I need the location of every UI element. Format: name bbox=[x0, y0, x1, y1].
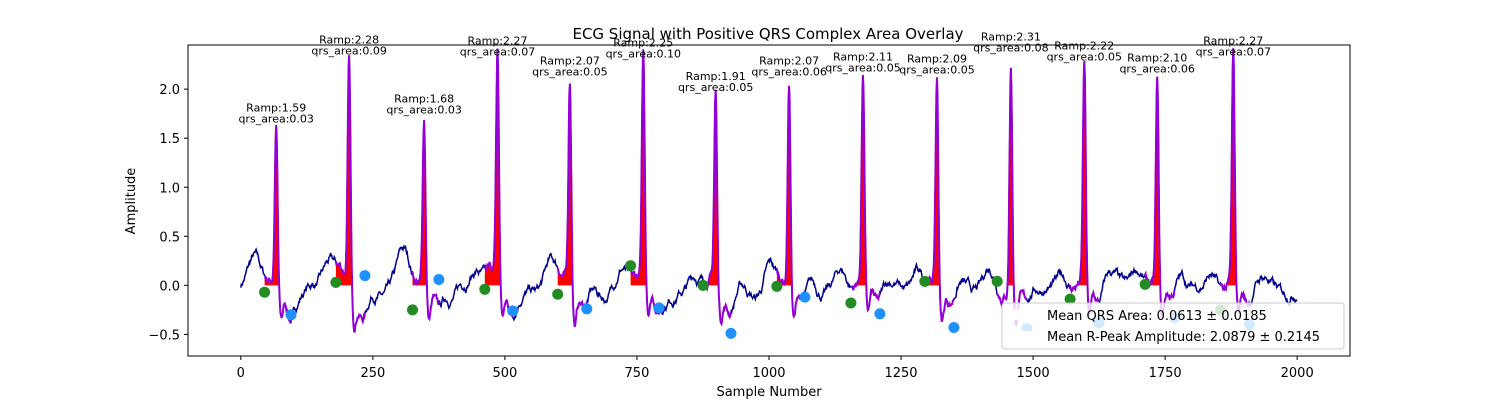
ramp-label: Ramp:2.22 bbox=[1054, 40, 1114, 53]
plot-area: Ramp:1.59qrs_area:0.03Ramp:2.28qrs_area:… bbox=[238, 31, 1298, 339]
qrs-offset-marker bbox=[725, 327, 737, 339]
y-tick-label: 2.0 bbox=[159, 83, 180, 98]
ramp-label: Ramp:2.25 bbox=[613, 37, 673, 50]
qrs-area-label: qrs_area:0.10 bbox=[606, 48, 681, 61]
ramp-label: Ramp:1.91 bbox=[686, 70, 746, 83]
legend-entry-qrs-area: Mean QRS Area: 0.0613 ± 0.0185 bbox=[1047, 309, 1267, 324]
qrs-segment-line bbox=[923, 77, 955, 322]
ramp-label: Ramp:1.59 bbox=[246, 101, 306, 114]
legend: Mean QRS Area: 0.0613 ± 0.0185 Mean R-Pe… bbox=[1001, 302, 1345, 350]
qrs-segment-line bbox=[334, 55, 366, 333]
qrs-segment-line bbox=[850, 74, 881, 313]
qrs-area-label: qrs_area:0.05 bbox=[1047, 51, 1122, 64]
chart-title: ECG Signal with Positive QRS Complex Are… bbox=[572, 25, 963, 43]
qrs-area-label: qrs_area:0.06 bbox=[751, 65, 826, 78]
qrs-onset-marker bbox=[771, 280, 783, 292]
qrs-onset-marker bbox=[1139, 278, 1151, 290]
qrs-segment-line bbox=[483, 48, 514, 318]
qrs-area-label: qrs_area:0.08 bbox=[973, 42, 1048, 55]
qrs-segment-line bbox=[1219, 48, 1251, 315]
ramp-label: Ramp:2.31 bbox=[981, 31, 1041, 44]
qrs-onset-marker bbox=[919, 275, 931, 287]
qrs-onset-marker bbox=[845, 297, 857, 309]
y-tick-label: −0.5 bbox=[148, 328, 180, 343]
x-tick-label: 750 bbox=[625, 366, 650, 381]
legend-box bbox=[1001, 302, 1345, 350]
qrs-onset-marker bbox=[1064, 293, 1076, 305]
qrs-area-label: qrs_area:0.07 bbox=[1196, 46, 1271, 59]
x-tick-label: 1000 bbox=[752, 366, 785, 381]
qrs-area-label: qrs_area:0.03 bbox=[386, 104, 461, 117]
x-tick-label: 1750 bbox=[1149, 366, 1182, 381]
ramp-label: Ramp:2.11 bbox=[833, 50, 893, 63]
y-tick-label: 1.5 bbox=[159, 132, 180, 147]
axes: 0 250 500 750 1000 1250 1500 1750 2000 −0.5 0.0 0.5… bbox=[148, 83, 1313, 381]
x-tick-label: 0 bbox=[237, 366, 245, 381]
x-tick-label: 1500 bbox=[1017, 366, 1050, 381]
legend-entry-r-peak: Mean R-Peak Amplitude: 2.0879 ± 0.2145 bbox=[1047, 330, 1320, 345]
qrs-onset-marker bbox=[259, 286, 271, 298]
ramp-label: Ramp:2.07 bbox=[540, 54, 600, 67]
qrs-onset-marker bbox=[330, 276, 342, 288]
x-tick-label: 1250 bbox=[884, 366, 917, 381]
y-tick-label: 0.5 bbox=[159, 230, 180, 245]
qrs-offset-marker bbox=[799, 291, 811, 303]
qrs-onset-marker bbox=[625, 260, 637, 272]
qrs-offset-marker bbox=[433, 274, 445, 285]
qrs-offset-marker bbox=[359, 270, 371, 282]
qrs-offset-marker bbox=[507, 305, 519, 317]
qrs-area-label: qrs_area:0.06 bbox=[1119, 62, 1194, 75]
y-tick-label: 0.0 bbox=[159, 279, 180, 294]
qrs-area-label: qrs_area:0.07 bbox=[460, 46, 535, 59]
y-tick-label: 1.0 bbox=[159, 181, 180, 196]
qrs-segment-line bbox=[411, 120, 440, 322]
qrs-offset-marker bbox=[948, 322, 960, 333]
qrs-segment-line bbox=[1069, 61, 1100, 317]
x-tick-label: 250 bbox=[360, 366, 385, 381]
qrs-area-label: qrs_area:0.05 bbox=[532, 65, 607, 78]
qrs-offset-marker bbox=[874, 308, 886, 320]
qrs-offset-marker bbox=[653, 302, 665, 314]
qrs-offset-marker bbox=[285, 309, 297, 321]
qrs-onset-marker bbox=[697, 279, 709, 291]
qrs-onset-marker bbox=[479, 283, 491, 295]
qrs-area-label: qrs_area:0.03 bbox=[238, 112, 313, 125]
legend-handle-qrs-area bbox=[1012, 309, 1038, 320]
x-tick-label: 500 bbox=[492, 366, 517, 381]
qrs-onset-marker bbox=[407, 304, 418, 316]
x-axis-title: Sample Number bbox=[716, 385, 822, 400]
qrs-area-label: qrs_area:0.05 bbox=[899, 63, 974, 76]
ramp-label: Ramp:2.27 bbox=[1203, 35, 1263, 48]
qrs-onset-marker bbox=[552, 288, 564, 300]
legend-handle-r-peak bbox=[1012, 331, 1038, 342]
qrs-area-label: qrs_area:0.05 bbox=[825, 61, 900, 74]
qrs-segment-line bbox=[996, 67, 1028, 328]
ramp-label: Ramp:2.10 bbox=[1127, 51, 1187, 64]
ramp-label: Ramp:2.07 bbox=[759, 54, 819, 67]
qrs-area-fill bbox=[1070, 61, 1100, 286]
x-tick-label: 2000 bbox=[1281, 366, 1314, 381]
qrs-onset-marker bbox=[991, 275, 1003, 287]
qrs-area-label: qrs_area:0.09 bbox=[311, 45, 386, 58]
qrs-segment-line bbox=[556, 83, 588, 328]
qrs-offset-marker bbox=[581, 303, 593, 315]
ramp-label: Ramp:2.09 bbox=[907, 52, 967, 65]
ramp-label: Ramp:1.68 bbox=[394, 93, 454, 106]
y-axis-title: Amplitude bbox=[124, 168, 139, 235]
ramp-label: Ramp:2.27 bbox=[467, 35, 527, 48]
qrs-area-label: qrs_area:0.05 bbox=[678, 81, 753, 94]
ramp-label: Ramp:2.28 bbox=[319, 34, 379, 47]
